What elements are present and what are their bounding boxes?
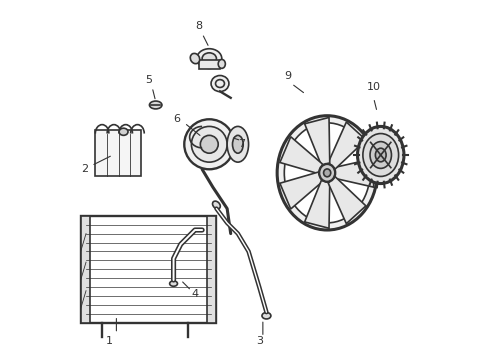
Text: 8: 8 — [195, 21, 202, 31]
Polygon shape — [305, 117, 330, 165]
Text: 10: 10 — [367, 82, 381, 92]
Ellipse shape — [202, 53, 217, 64]
Ellipse shape — [232, 135, 243, 153]
Bar — [198, 60, 220, 69]
Text: 2: 2 — [81, 164, 88, 174]
Ellipse shape — [358, 126, 404, 184]
Ellipse shape — [370, 141, 392, 168]
Text: 6: 6 — [173, 114, 181, 124]
Ellipse shape — [170, 281, 177, 286]
Bar — [207, 216, 217, 323]
Ellipse shape — [213, 201, 220, 209]
Ellipse shape — [227, 126, 248, 162]
Polygon shape — [280, 137, 322, 174]
Polygon shape — [328, 176, 366, 224]
Bar — [81, 216, 90, 323]
Ellipse shape — [284, 123, 370, 223]
Ellipse shape — [149, 101, 162, 109]
Polygon shape — [328, 122, 366, 169]
Bar — [95, 130, 142, 176]
Ellipse shape — [262, 312, 271, 319]
Polygon shape — [305, 180, 330, 228]
Ellipse shape — [319, 164, 335, 182]
Text: 1: 1 — [106, 336, 113, 346]
Ellipse shape — [323, 169, 331, 177]
Ellipse shape — [119, 128, 128, 135]
Ellipse shape — [211, 76, 229, 91]
Ellipse shape — [375, 148, 386, 162]
Polygon shape — [334, 158, 373, 187]
Text: 5: 5 — [145, 75, 152, 85]
Ellipse shape — [218, 59, 225, 68]
Polygon shape — [280, 172, 322, 209]
Ellipse shape — [192, 126, 227, 162]
Bar — [81, 216, 217, 323]
Ellipse shape — [197, 49, 222, 68]
Ellipse shape — [200, 135, 218, 153]
Ellipse shape — [277, 116, 377, 230]
Ellipse shape — [184, 119, 234, 169]
Text: 9: 9 — [284, 71, 292, 81]
Ellipse shape — [363, 134, 398, 176]
Text: 4: 4 — [192, 289, 198, 299]
Text: 7: 7 — [238, 139, 245, 149]
Ellipse shape — [190, 53, 200, 64]
Text: 3: 3 — [256, 336, 263, 346]
